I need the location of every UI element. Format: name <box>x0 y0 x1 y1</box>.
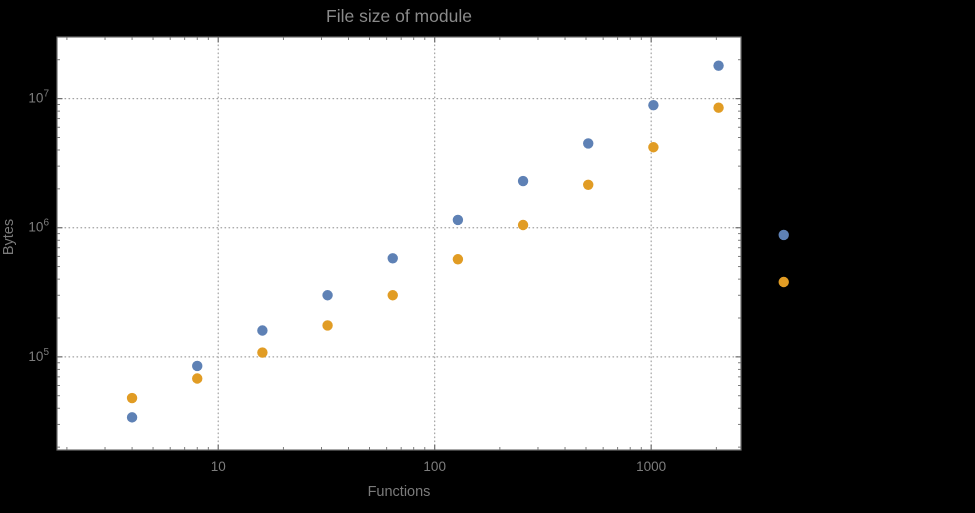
data-point-blue <box>583 138 594 149</box>
data-point-blue <box>322 290 333 301</box>
data-point-blue <box>778 229 789 241</box>
x-tick-label: 10 <box>211 459 226 474</box>
y-tick-label: 106 <box>28 218 49 235</box>
data-point-orange <box>257 347 268 358</box>
data-point-blue <box>257 325 268 336</box>
data-point-orange <box>387 290 398 301</box>
data-point-orange <box>648 142 659 153</box>
x-axis-label: Functions <box>367 484 431 500</box>
data-point-orange <box>713 102 724 113</box>
data-point-blue <box>452 214 464 226</box>
plot-frame <box>56 36 742 451</box>
data-point-blue <box>517 175 529 187</box>
data-point-orange <box>452 254 464 265</box>
data-point-orange <box>322 320 333 331</box>
data-point-orange <box>517 219 529 231</box>
x-tick-label: 1000 <box>636 459 666 474</box>
data-point-orange <box>583 179 594 191</box>
data-point-blue <box>126 412 138 423</box>
chart-title: File size of module <box>326 6 472 26</box>
x-tick-label: 100 <box>423 459 446 474</box>
data-point-blue <box>192 360 203 372</box>
y-tick-label: 105 <box>28 347 49 364</box>
data-point-orange <box>126 392 138 404</box>
data-point-orange <box>778 276 789 288</box>
plot-area <box>57 37 741 450</box>
data-point-orange <box>192 373 203 384</box>
y-tick-label: 107 <box>28 89 49 106</box>
data-point-blue <box>713 60 724 71</box>
data-point-blue <box>387 253 398 264</box>
data-point-blue <box>648 99 659 111</box>
